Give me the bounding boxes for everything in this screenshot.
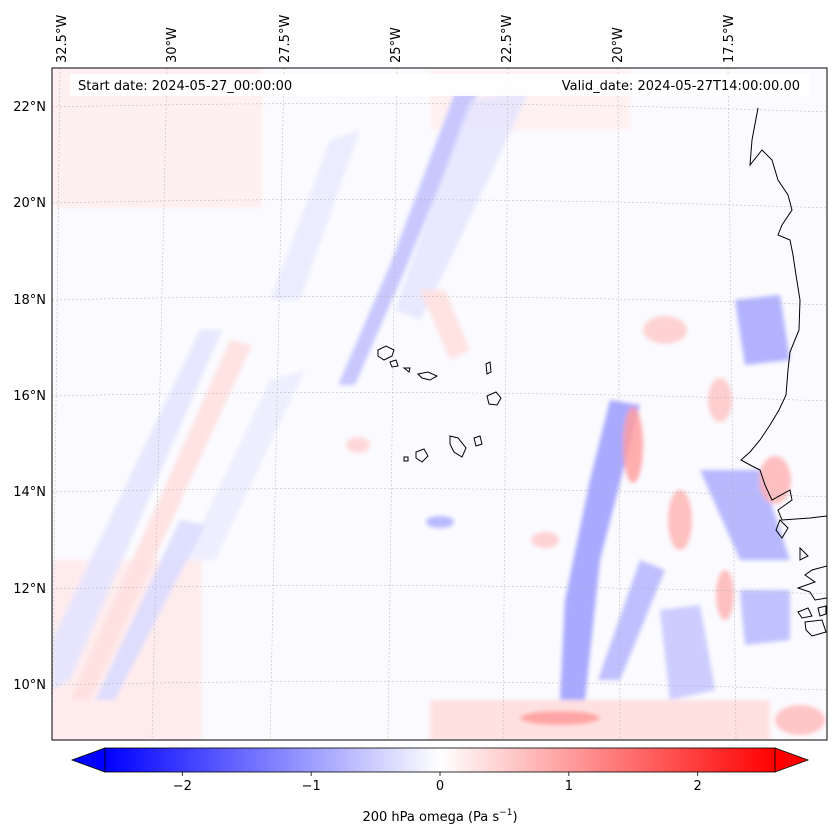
omega-band [52,330,222,690]
parallel-gridline [52,103,827,113]
meridian-gridline [269,68,285,740]
omega-band [70,340,252,700]
island-sal [485,361,492,375]
island-fogo [415,448,429,463]
omega-area [430,700,770,740]
omega-area [346,437,370,453]
lat-label: 20°N [13,196,46,211]
omega-band [740,590,790,645]
parallel-gridline [52,199,827,209]
omega-band [270,130,360,300]
parallel-gridline [52,585,827,595]
omega-area [623,407,643,483]
lat-label: 18°N [13,293,46,308]
island-santiago [449,435,467,458]
lat-label: 10°N [13,678,46,693]
meridian-gridline [727,68,737,740]
island-boa-vista [486,391,502,406]
omega-band [560,400,640,700]
start-date-label: Start date: 2024-05-27_00:00:00 [78,79,292,94]
lon-label: 32.5°W [55,15,70,63]
meridian-gridline [502,68,509,740]
parallel-gridline [52,488,827,498]
lat-label: 16°N [13,389,46,404]
coast-islet [804,619,827,637]
latitude-labels: 22°N 20°N 18°N 16°N 14°N 12°N 10°N [13,100,46,693]
lon-label: 30°W [165,27,180,63]
coast-islet [797,607,813,619]
colorbar-extend-right [774,747,810,773]
omega-band [338,92,478,385]
lat-label: 22°N [13,100,46,115]
colorbar-ticks: −2 −1 0 1 2 [173,772,702,794]
coastlines [377,107,827,637]
omega-band [420,290,470,360]
parallel-gridline [52,392,827,402]
omega-area [775,705,825,735]
colorbar-extend-left [70,747,106,773]
colorbar-tick-label: 1 [565,779,573,794]
omega-area [426,516,454,528]
gridlines [52,68,827,740]
lat-label: 12°N [13,582,46,597]
colorbar-gradient [104,747,776,773]
island-sao-vicente [389,359,399,368]
parallel-gridline [52,296,827,306]
island-sao-nicolau [416,371,439,381]
omega-area [759,456,791,504]
omega-band [185,370,305,560]
island-santa-luzia [402,367,411,373]
lon-label: 17.5°W [722,15,737,63]
parallel-gridline [52,681,827,691]
colorbar-label: 200 hPa omega (Pa s−1) [362,808,517,825]
meridian-gridline [52,68,61,740]
omega-band [395,90,530,320]
meridian-gridline [151,68,168,740]
island-santo-antao [377,345,395,361]
omega-band [598,560,665,680]
coast-islet [775,519,789,539]
omega-area [668,490,692,550]
omega-band [660,605,715,700]
colorbar-tick-label: −1 [302,779,321,794]
lon-label: 25°W [389,27,404,63]
omega-area [531,532,559,548]
africa-coastline [740,107,827,601]
omega-band [735,295,790,365]
island-brava [403,456,409,462]
colorbar: −2 −1 0 1 2 200 hPa omega (Pa s−1) [70,747,810,825]
lon-label: 22.5°W [500,15,515,63]
lon-label: 27.5°W [278,15,293,63]
valid-date-label: Valid_date: 2024-05-27T14:00:00.00 [562,79,800,94]
lat-label: 14°N [13,485,46,500]
omega-area [520,711,600,725]
omega-area [643,316,687,344]
colorbar-tick-label: −2 [173,779,192,794]
longitude-labels: 32.5°W 30°W 27.5°W 25°W 22.5°W 20°W 17.5… [55,15,737,63]
meridian-gridline [617,68,621,740]
meridian-gridline [387,68,398,740]
island-maio [473,435,483,447]
map-panel: Start date: 2024-05-27_00:00:00 Valid_da… [51,67,828,741]
coast-islet [817,605,827,617]
map-frame [51,67,828,741]
coast-islet [799,546,809,561]
omega-area [716,570,734,620]
colorbar-tick-label: 2 [694,779,702,794]
omega-band [95,520,205,700]
omega-area [708,378,732,422]
date-banner [70,74,810,96]
colorbar-tick-label: 0 [436,779,444,794]
lon-label: 20°W [611,27,626,63]
